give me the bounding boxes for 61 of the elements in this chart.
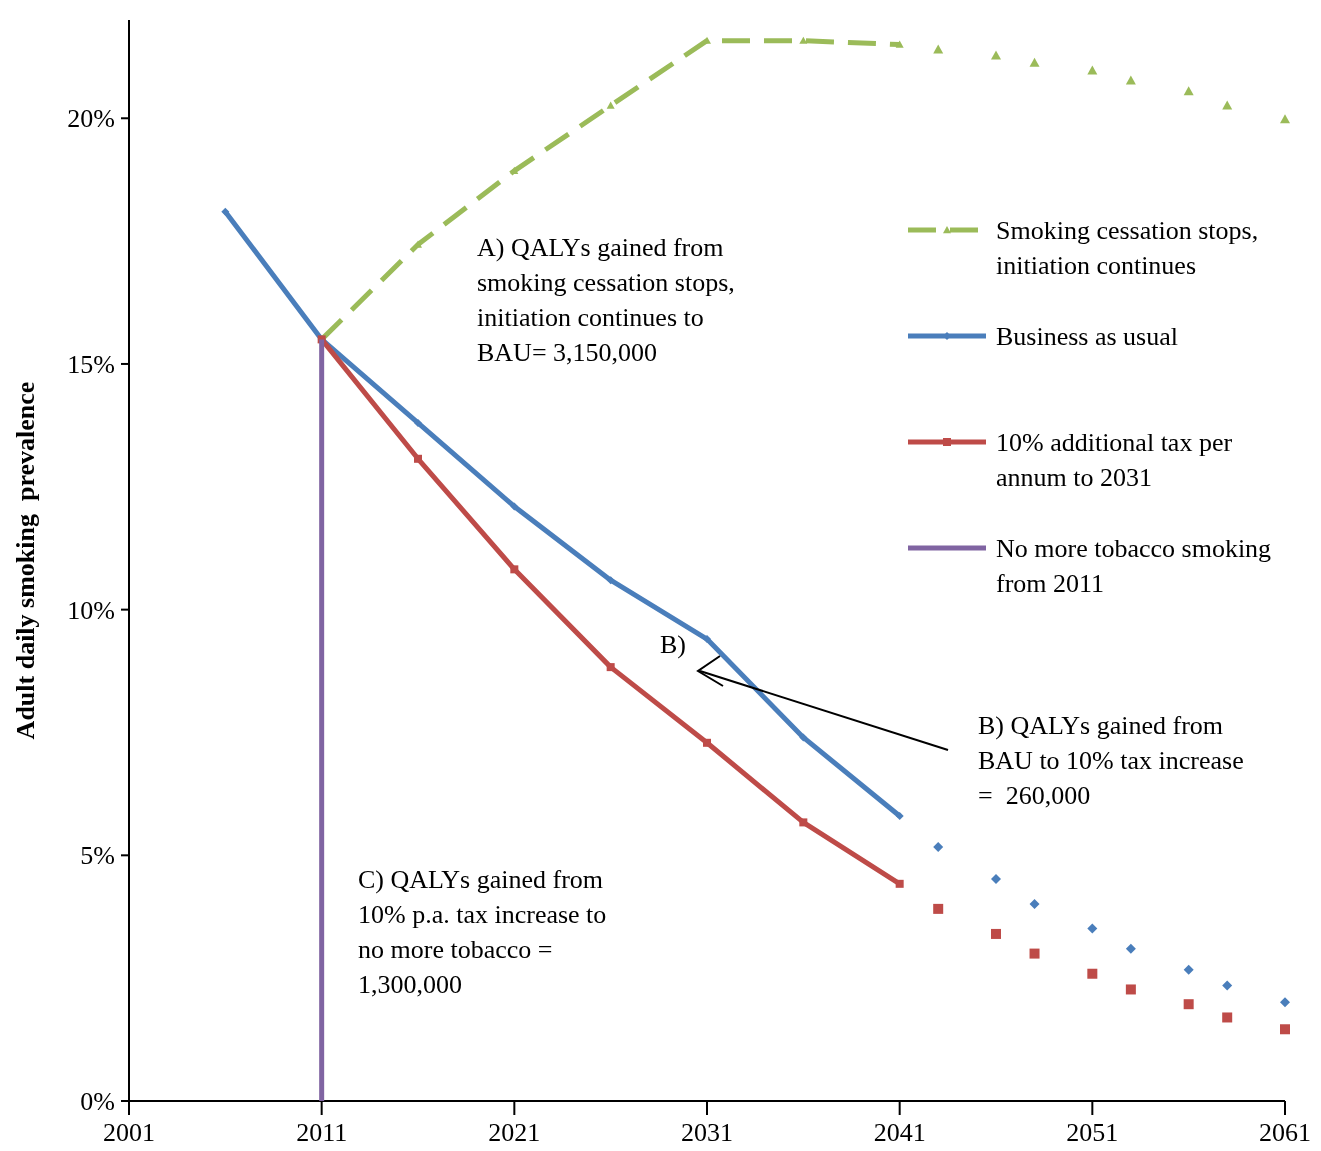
point	[1125, 943, 1136, 954]
point	[933, 903, 944, 914]
point	[1125, 984, 1136, 995]
legend-label: 10% additional tax per annum to 2031	[996, 428, 1233, 493]
point	[414, 418, 422, 427]
x-tick-label: 2061	[1259, 1118, 1311, 1147]
annotation: A) QALYs gained from smoking cessation stops, initiation continues to BAU= 3,150,000	[477, 233, 735, 367]
point	[221, 207, 230, 216]
point	[414, 454, 422, 463]
y-tick-label: 5%	[80, 841, 115, 871]
point	[991, 873, 1001, 884]
point	[1125, 75, 1136, 85]
point	[1222, 980, 1233, 991]
x-tick-label: 2021	[488, 1118, 541, 1147]
legend-label: Smoking cessation stops, initiation continues	[996, 216, 1259, 281]
point	[1029, 948, 1040, 959]
legend-label: No more tobacco smoking from 2011	[996, 534, 1272, 599]
point	[1183, 86, 1194, 96]
x-tick-label: 2031	[681, 1118, 733, 1147]
point	[1280, 997, 1290, 1008]
x-tick-label: 2041	[873, 1118, 926, 1147]
x-tick-label: 2011	[296, 1118, 348, 1147]
legend-label: Business as usual	[996, 322, 1178, 352]
annotation: C) QALYs gained from 10% p.a. tax increase to no more tobacco = 1,300,000	[358, 865, 607, 999]
point	[1029, 898, 1040, 909]
annotation: B) QALYs gained from BAU to 10% tax increase = 260,000	[978, 711, 1244, 810]
point	[991, 50, 1001, 60]
point	[1183, 999, 1194, 1010]
point	[933, 44, 944, 54]
point	[895, 879, 904, 888]
point	[933, 841, 944, 852]
y-axis-title: Adult daily smoking prevalence	[11, 381, 40, 740]
point	[606, 663, 615, 672]
point	[1280, 1024, 1290, 1035]
y-tick-label: 0%	[80, 1087, 115, 1117]
point	[991, 928, 1001, 939]
point	[703, 635, 711, 644]
point	[1087, 65, 1098, 75]
point	[1087, 923, 1098, 934]
point	[510, 565, 519, 574]
point	[1087, 968, 1098, 979]
point	[895, 40, 904, 48]
annotation: B)	[660, 630, 686, 659]
point	[1029, 57, 1040, 67]
point	[799, 733, 808, 742]
point	[510, 502, 519, 511]
point	[1222, 1012, 1233, 1023]
point	[1183, 964, 1194, 975]
point	[606, 101, 615, 109]
point	[510, 166, 519, 175]
point	[895, 812, 904, 821]
x-tick-label: 2001	[103, 1118, 155, 1147]
y-tick-label: 20%	[67, 104, 115, 134]
point	[606, 576, 615, 585]
y-tick-label: 10%	[67, 595, 115, 625]
point	[799, 36, 808, 44]
point	[799, 818, 808, 827]
point	[703, 738, 711, 747]
y-tick-label: 15%	[67, 350, 115, 380]
point	[1280, 114, 1290, 124]
x-tick-label: 2051	[1066, 1118, 1119, 1147]
